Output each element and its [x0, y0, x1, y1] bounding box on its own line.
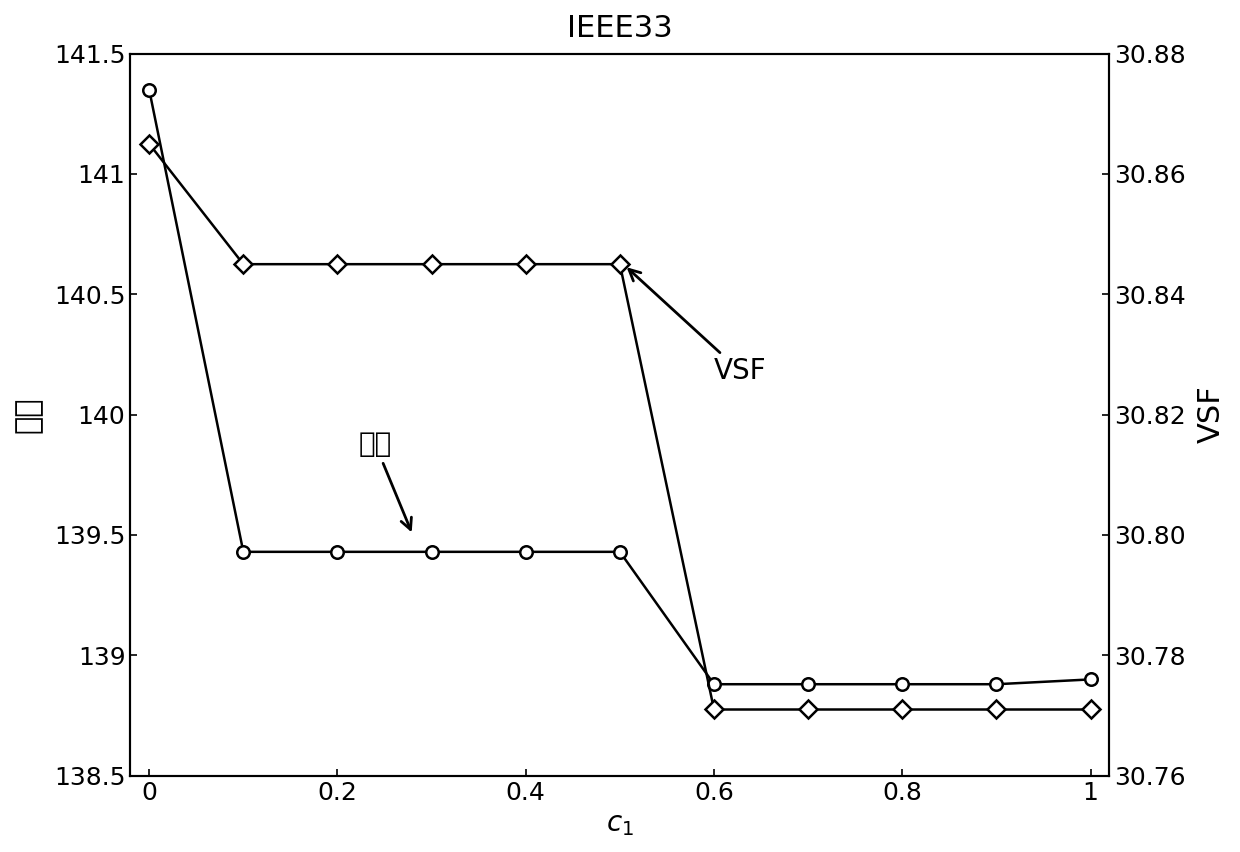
Y-axis label: VSF: VSF — [1197, 386, 1226, 444]
Title: IEEE33: IEEE33 — [567, 14, 673, 43]
Y-axis label: 网损: 网损 — [14, 396, 43, 433]
Text: 网损: 网损 — [358, 430, 412, 530]
Text: VSF: VSF — [629, 269, 766, 385]
X-axis label: $c_1$: $c_1$ — [606, 810, 634, 838]
